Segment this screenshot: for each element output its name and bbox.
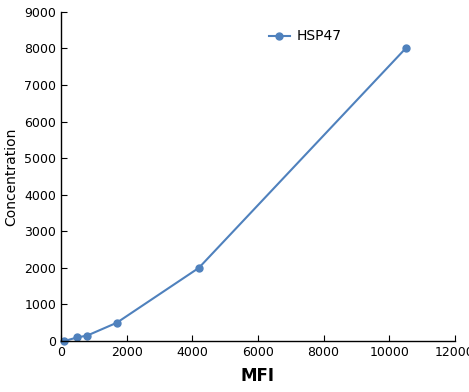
Y-axis label: Concentration: Concentration	[5, 127, 19, 225]
HSP47	[114, 320, 120, 325]
Legend: HSP47: HSP47	[265, 25, 346, 47]
HSP47	[61, 339, 67, 343]
HSP47	[196, 265, 202, 270]
HSP47	[84, 333, 90, 338]
HSP47	[403, 46, 408, 51]
Line: HSP47: HSP47	[61, 45, 409, 345]
X-axis label: MFI: MFI	[241, 367, 275, 385]
HSP47	[75, 335, 80, 340]
